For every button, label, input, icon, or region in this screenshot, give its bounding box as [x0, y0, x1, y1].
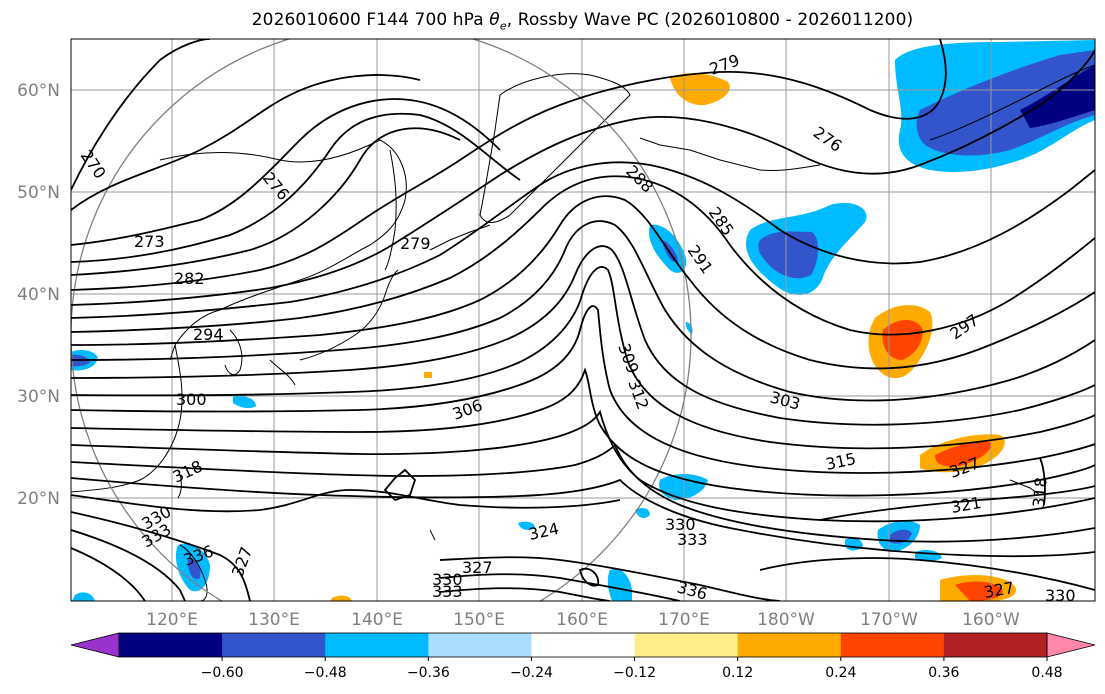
- colorbar-tick-label: 0.12: [722, 665, 753, 681]
- contour-label: 330: [1045, 586, 1076, 605]
- colorbar-segment: [531, 633, 636, 657]
- lon-label: 150°E: [453, 610, 505, 630]
- colorbar-tick-label: −0.36: [407, 665, 450, 681]
- map-title: 2026010600 F144 700 hPa θe, Rossby Wave …: [251, 10, 914, 33]
- colorbar-tick-label: 0.48: [1031, 665, 1062, 681]
- contour-label: 318: [1029, 476, 1051, 508]
- colorbar-tick-label: 0.36: [928, 665, 959, 681]
- lon-label: 160°E: [556, 610, 608, 630]
- contour-label: 279: [400, 234, 431, 253]
- lon-label: 170°W: [860, 610, 918, 630]
- colorbar-tick-label: −0.48: [304, 665, 347, 681]
- colorbar-segment: [840, 633, 945, 657]
- contour-label: 327: [462, 558, 493, 577]
- plot-area: [71, 39, 1095, 601]
- colorbar-segment: [634, 633, 739, 657]
- lon-label: 130°E: [248, 610, 300, 630]
- lat-label: 40°N: [17, 285, 60, 305]
- lon-label: 120°E: [146, 610, 198, 630]
- projection-circle: [71, 39, 692, 601]
- lon-axis-labels: 120°E 130°E 140°E 150°E 160°E 170°E 180°…: [146, 610, 1020, 630]
- colorbar-ticks: −0.60 −0.48 −0.36 −0.24 −0.12 0.12 0.24 0.36 0.4…: [201, 657, 1063, 681]
- contour-label: 330: [665, 515, 696, 534]
- lat-label: 20°N: [17, 489, 60, 509]
- colorbar-segment: [428, 633, 532, 657]
- colorbar-extend-min: [70, 632, 120, 658]
- colorbar-segment: [737, 633, 842, 657]
- contour-label: 282: [174, 269, 205, 288]
- contour-label: 333: [432, 582, 463, 601]
- contour-label: 273: [134, 232, 165, 251]
- colorbar-tick-label: −0.60: [201, 665, 244, 681]
- lat-label: 60°N: [17, 81, 60, 101]
- lon-label: 170°E: [658, 610, 710, 630]
- lon-label: 160°W: [962, 610, 1020, 630]
- colorbar-tick-label: −0.24: [510, 665, 553, 681]
- colorbar-segment: [222, 633, 326, 657]
- colorbar: [70, 632, 1096, 658]
- lat-axis-labels: 60°N 50°N 40°N 30°N 20°N: [17, 81, 60, 509]
- colorbar-segment: [119, 633, 223, 657]
- theta-e-contours: [71, 39, 1095, 601]
- contour-label: 333: [677, 530, 708, 549]
- contour-label: 300: [176, 390, 207, 409]
- colorbar-segment: [943, 633, 1048, 657]
- colorbar-segment: [325, 633, 429, 657]
- lat-label: 30°N: [17, 387, 60, 407]
- lon-label: 180°W: [757, 610, 815, 630]
- colorbar-extend-max: [1046, 632, 1096, 658]
- contour-label: 294: [193, 325, 224, 344]
- plot-frame: [70, 38, 1096, 602]
- lon-label: 140°E: [351, 610, 403, 630]
- colorbar-tick-label: −0.12: [613, 665, 656, 681]
- contour-label: 330: [432, 570, 463, 589]
- colorbar-tick-label: 0.24: [825, 665, 856, 681]
- lat-label: 50°N: [17, 183, 60, 203]
- colorbar-outline: [118, 632, 1048, 658]
